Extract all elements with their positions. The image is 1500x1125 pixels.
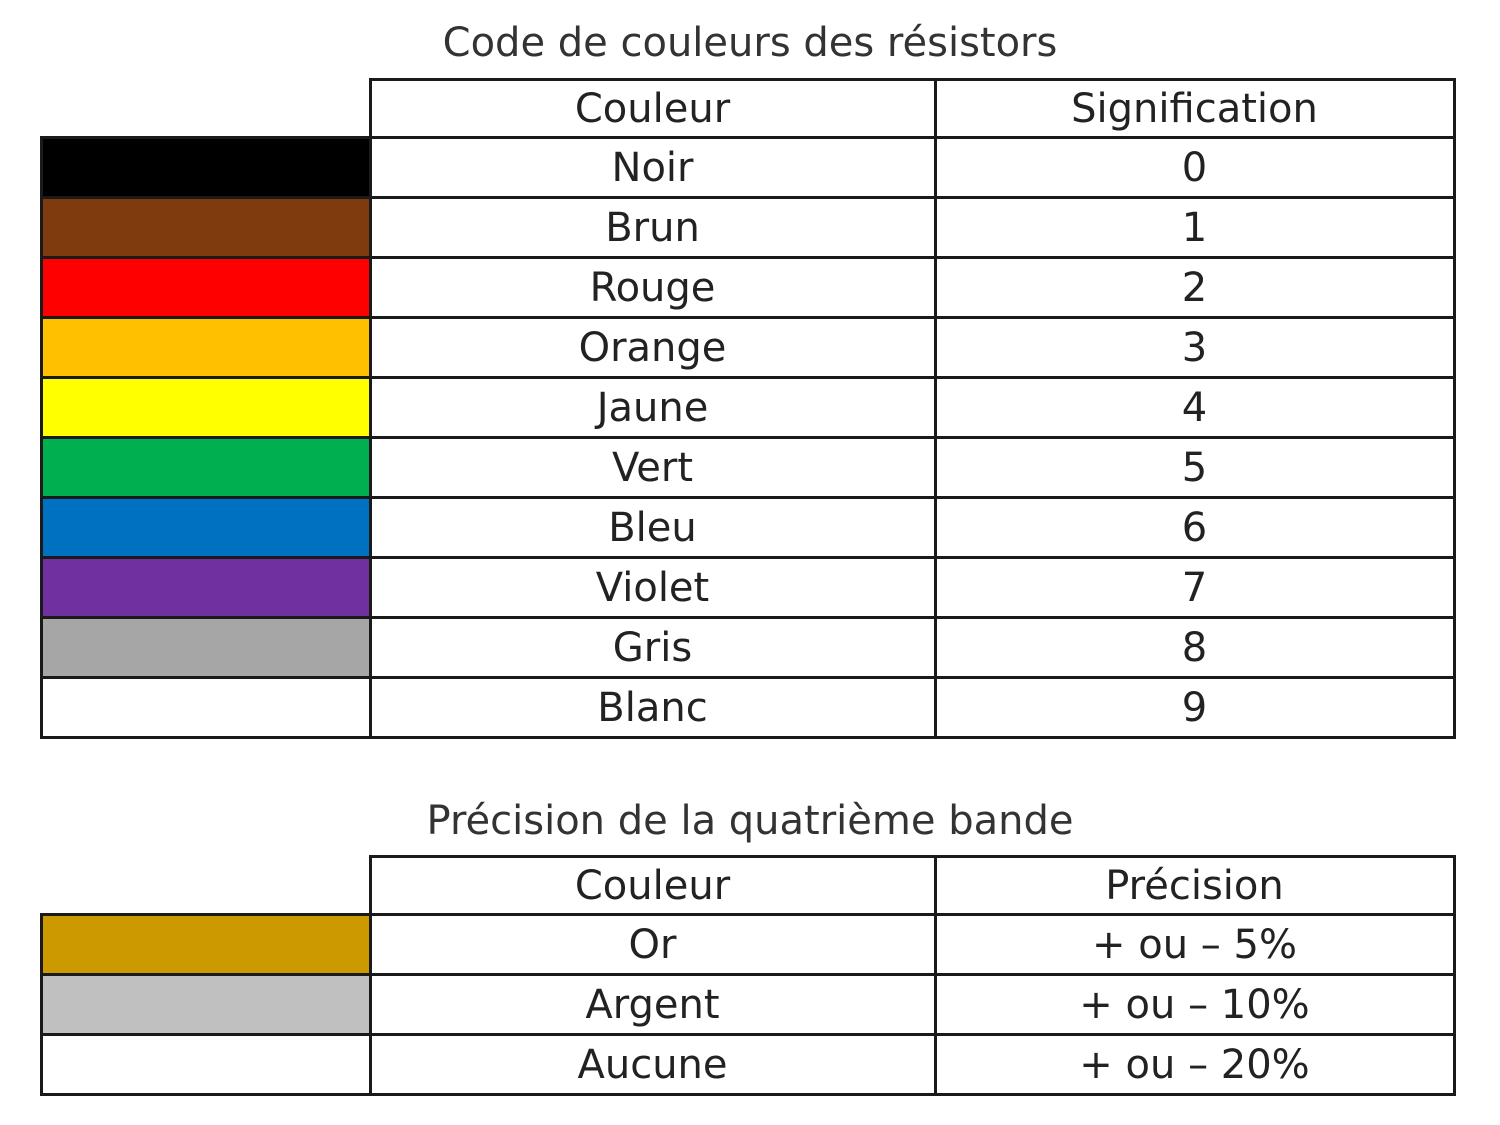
table-row: Vert 5 (40, 436, 1456, 499)
color-swatch (40, 556, 372, 619)
color-swatch (40, 676, 372, 739)
resistor-color-table: Couleur Signification Noir 0 Brun 1 Rouge 2 Or… (40, 78, 1456, 739)
color-name: Orange (368, 316, 937, 379)
color-swatch (40, 913, 372, 976)
color-name: Bleu (368, 496, 937, 559)
header-row: Couleur Signification (42, 78, 1456, 139)
color-value: 5 (933, 436, 1456, 499)
table-row: Noir 0 (40, 136, 1456, 199)
color-value: 1 (933, 196, 1456, 259)
table-row: Jaune 4 (40, 376, 1456, 439)
color-value: 2 (933, 256, 1456, 319)
table-row: Bleu 6 (40, 496, 1456, 559)
header-precision: Précision (933, 855, 1456, 916)
table-row: Or + ou – 5% (40, 913, 1456, 976)
color-swatch (40, 376, 372, 439)
table-row: Orange 3 (40, 316, 1456, 379)
table-row: Blanc 9 (40, 676, 1456, 739)
color-name: Jaune (368, 376, 937, 439)
color-swatch (40, 436, 372, 499)
color-swatch (40, 973, 372, 1036)
color-name: Gris (368, 616, 937, 679)
table-row: Violet 7 (40, 556, 1456, 619)
color-value: 4 (933, 376, 1456, 439)
color-swatch (40, 136, 372, 199)
color-name: Vert (368, 436, 937, 499)
color-swatch (40, 616, 372, 679)
color-name: Noir (368, 136, 937, 199)
color-value: 6 (933, 496, 1456, 559)
color-swatch (40, 496, 372, 559)
color-name: Violet (368, 556, 937, 619)
empty-header-cell (42, 857, 371, 915)
color-value: 9 (933, 676, 1456, 739)
color-swatch (40, 196, 372, 259)
color-name: Brun (368, 196, 937, 259)
color-value: + ou – 10% (933, 973, 1456, 1036)
color-swatch (40, 1033, 372, 1096)
color-value: + ou – 5% (933, 913, 1456, 976)
table-row: Brun 1 (40, 196, 1456, 259)
color-value: + ou – 20% (933, 1033, 1456, 1096)
color-name: Rouge (368, 256, 937, 319)
header-row: Couleur Précision (42, 855, 1456, 916)
color-name: Argent (368, 973, 937, 1036)
color-value: 8 (933, 616, 1456, 679)
color-value: 7 (933, 556, 1456, 619)
table1-title: Code de couleurs des résistors (442, 20, 1058, 66)
empty-header-cell (42, 80, 371, 138)
color-swatch (40, 316, 372, 379)
header-meaning: Signification (933, 78, 1456, 139)
color-value: 0 (933, 136, 1456, 199)
table2-title: Précision de la quatrième bande (426, 798, 1074, 844)
header-color: Couleur (368, 78, 937, 139)
table-row: Rouge 2 (40, 256, 1456, 319)
header-color: Couleur (368, 855, 937, 916)
table-row: Gris 8 (40, 616, 1456, 679)
tolerance-table: Couleur Précision Or + ou – 5% Argent + ou … (40, 855, 1456, 1096)
color-name: Blanc (368, 676, 937, 739)
table-row: Aucune + ou – 20% (40, 1033, 1456, 1096)
color-name: Or (368, 913, 937, 976)
color-swatch (40, 256, 372, 319)
table-row: Argent + ou – 10% (40, 973, 1456, 1036)
color-value: 3 (933, 316, 1456, 379)
color-name: Aucune (368, 1033, 937, 1096)
